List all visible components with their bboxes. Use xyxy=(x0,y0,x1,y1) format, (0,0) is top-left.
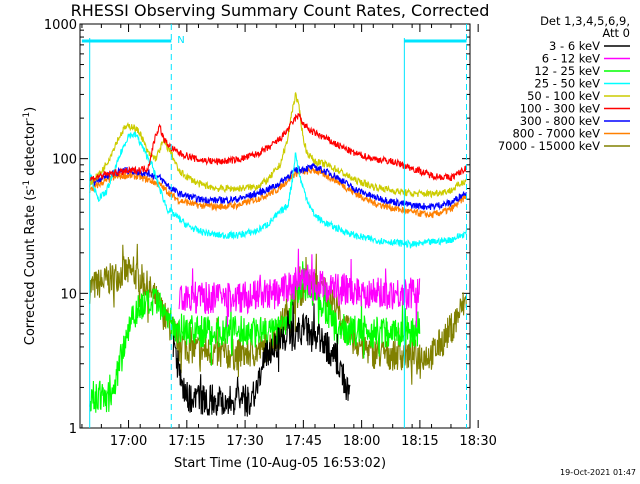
plot-frame xyxy=(79,23,471,429)
y-tick-label: 10 xyxy=(60,287,77,302)
x-tick-label: 18:00 xyxy=(343,434,380,449)
series-line-4 xyxy=(89,91,467,199)
x-tick-label: 17:30 xyxy=(226,434,263,449)
y-tick-label: 100 xyxy=(52,153,77,168)
chart-title: RHESSI Observing Summary Count Rates, Co… xyxy=(71,1,490,20)
series-line-3 xyxy=(89,130,467,249)
y-axis-label: Corrected Count Rate (s-1 detector-1) xyxy=(22,107,38,345)
legend-entry-label: 12 - 25 keV xyxy=(534,64,600,78)
x-tick-label: 17:00 xyxy=(110,434,147,449)
series-line-0 xyxy=(172,301,351,417)
series-line-6 xyxy=(89,163,467,211)
legend-entry-label: 3 - 6 keV xyxy=(549,39,600,53)
legend-header-line: Att 0 xyxy=(602,26,630,40)
generation-timestamp: 19-Oct-2021 01:47 xyxy=(560,468,636,477)
flag-label: N xyxy=(177,35,184,46)
legend-entry-label: 25 - 50 keV xyxy=(534,77,600,91)
x-axis-label: Start Time (10-Aug-05 16:53:02) xyxy=(174,456,386,471)
x-tick-label: 18:15 xyxy=(401,434,438,449)
legend-entry-label: 100 - 300 keV xyxy=(520,102,600,116)
series-line-7 xyxy=(89,166,467,219)
series-line-1 xyxy=(178,248,421,328)
series-line-5 xyxy=(89,113,467,182)
x-tick-label: 17:45 xyxy=(285,434,322,449)
x-tick-label: 18:30 xyxy=(459,434,496,449)
y-tick-label: 1000 xyxy=(44,18,77,33)
legend-entry-label: 6 - 12 keV xyxy=(542,52,600,66)
series-line-2 xyxy=(89,261,421,413)
legend-entry-label: 7000 - 15000 keV xyxy=(498,139,600,153)
legend-header-line: Det 1,3,4,5,6,9, xyxy=(540,14,630,28)
legend-entry-label: 800 - 7000 keV xyxy=(512,127,600,141)
legend-entry-label: 300 - 800 keV xyxy=(520,114,600,128)
x-tick-label: 17:15 xyxy=(168,434,205,449)
legend-entry-label: 50 - 100 keV xyxy=(527,89,600,103)
y-tick-label: 1 xyxy=(69,422,77,437)
